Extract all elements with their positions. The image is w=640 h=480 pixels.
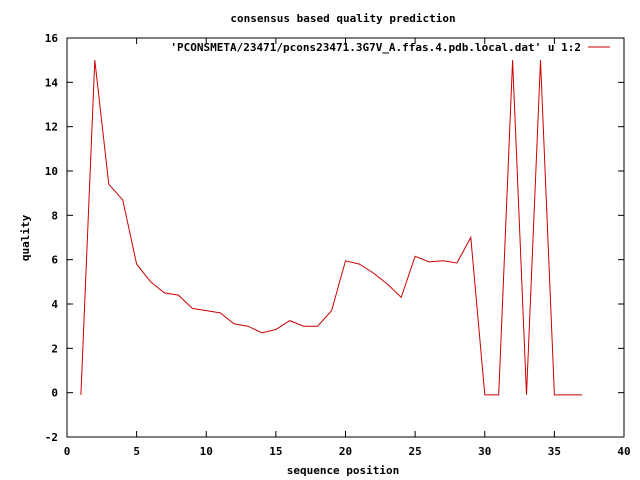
series-group xyxy=(80,60,583,396)
y-tick-label: 14 xyxy=(45,76,59,89)
x-tick-label: 25 xyxy=(409,445,422,458)
x-axis-label: sequence position xyxy=(287,464,400,477)
x-tick-label: 10 xyxy=(200,445,213,458)
legend-label: 'PCONSMETA/23471/pcons23471.3G7V_A.ffas.… xyxy=(170,41,581,54)
x-tick-label: 5 xyxy=(133,445,140,458)
y-tick-label: 8 xyxy=(51,209,58,222)
x-tick-label: 30 xyxy=(478,445,491,458)
y-tick-label: 4 xyxy=(51,298,58,311)
x-tick-label: 35 xyxy=(548,445,561,458)
x-tick-label: 20 xyxy=(339,445,352,458)
x-axis-ticks: 0 5 10 15 20 25 30 35 40 xyxy=(64,38,631,458)
y-axis-label: quality xyxy=(19,214,32,261)
y-axis-ticks: -2 0 2 4 6 8 10 12 14 16 xyxy=(45,32,624,444)
plot-frame xyxy=(66,37,625,438)
x-tick-label: 15 xyxy=(269,445,282,458)
legend: 'PCONSMETA/23471/pcons23471.3G7V_A.ffas.… xyxy=(170,41,610,54)
y-tick-label: 10 xyxy=(45,165,58,178)
y-tick-label: 16 xyxy=(45,32,59,45)
y-tick-label: 0 xyxy=(51,387,58,400)
chart-title: consensus based quality prediction xyxy=(230,12,455,25)
y-tick-label: 2 xyxy=(51,342,58,355)
y-tick-label: 6 xyxy=(51,254,58,267)
y-tick-label: -2 xyxy=(45,431,58,444)
x-tick-label: 0 xyxy=(64,445,71,458)
y-tick-label: 12 xyxy=(45,121,58,134)
series-line xyxy=(80,60,583,396)
x-tick-label: 40 xyxy=(617,445,630,458)
